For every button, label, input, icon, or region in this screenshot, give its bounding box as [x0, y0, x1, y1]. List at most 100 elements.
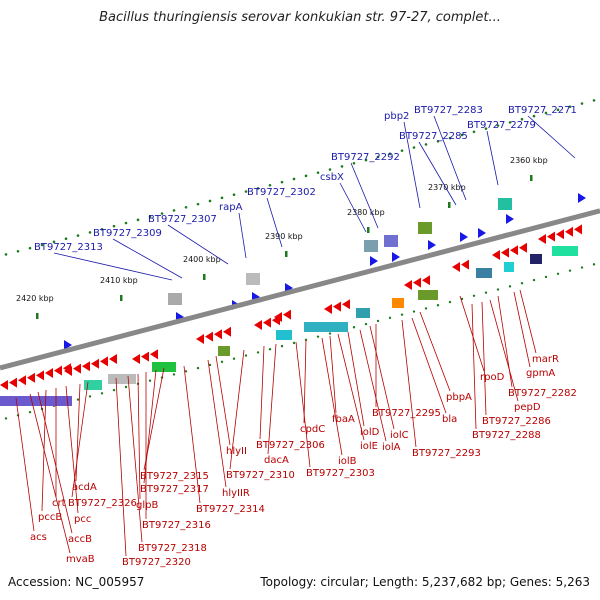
label-leader-lines: [15, 115, 576, 557]
forward-gene-arrow: [578, 193, 586, 203]
reverse-gene-arrow: [36, 370, 44, 381]
feature-block: [530, 254, 542, 264]
leader-line: [339, 182, 367, 233]
track-dot: [508, 285, 512, 288]
gene-label-above: BT9727_2271: [508, 105, 577, 116]
genome-backbone: [0, 208, 600, 371]
scale-dot: [508, 121, 512, 124]
track-dot: [556, 272, 560, 276]
gene-label-above: pbp2: [384, 111, 409, 122]
gene-label-below: BT9727_2282: [508, 388, 577, 399]
scale-dot: [196, 202, 200, 206]
reverse-gene-arrow: [205, 331, 213, 342]
track-dot: [148, 379, 152, 382]
feature-block: [152, 362, 176, 372]
scale-tick-label: 2420 kbp: [16, 294, 54, 303]
scale-tick-mark: [285, 251, 288, 257]
track-dot: [100, 392, 104, 395]
scale-tick-mark: [530, 175, 533, 181]
leader-line: [369, 325, 395, 430]
feature-block: [0, 396, 72, 406]
gene-label-below: BT9727_2306: [256, 440, 325, 451]
gene-label-below: acdA: [72, 482, 97, 493]
forward-gene-arrow: [506, 214, 514, 224]
feature-block: [168, 293, 182, 305]
track-dot: [544, 275, 548, 279]
leader-line: [489, 299, 519, 402]
scale-tick-label: 2390 kbp: [265, 232, 303, 241]
reverse-gene-arrow: [27, 372, 35, 383]
track-dot: [364, 322, 368, 326]
reverse-gene-arrow: [196, 334, 204, 344]
leader-line: [259, 345, 265, 440]
gene-label-below: hlyIIR: [222, 488, 250, 499]
leader-line: [481, 301, 487, 416]
leader-line: [411, 317, 447, 414]
reverse-gene-arrow: [510, 245, 518, 256]
scale-dot: [292, 177, 296, 181]
track-dot: [124, 385, 128, 389]
scale-dot: [328, 168, 332, 171]
gene-label-below: BT9727_2310: [226, 470, 295, 481]
gene-label-above: BT9727_2285: [399, 131, 468, 142]
scale-dot: [352, 161, 356, 165]
reverse-gene-arrow: [109, 354, 117, 364]
track-dot: [112, 388, 116, 392]
reverse-gene-arrow: [64, 366, 72, 376]
reverse-gene-arrow: [274, 312, 282, 322]
feature-block: [276, 330, 292, 340]
track-dot: [88, 395, 92, 398]
reverse-gene-arrow: [452, 262, 460, 272]
scale-dot: [268, 183, 272, 187]
gene-label-below: cpdC: [300, 424, 325, 435]
track-dot: [268, 348, 272, 351]
gene-label-below: BT9727_2303: [306, 468, 375, 479]
track-dot: [232, 357, 236, 360]
leader-line: [71, 381, 89, 498]
leader-line: [303, 339, 307, 424]
gene-label-below: iolD: [360, 427, 380, 438]
reverse-gene-arrow: [73, 363, 81, 374]
gene-label-below: BT9727_2316: [142, 520, 211, 531]
track-dot: [328, 332, 332, 335]
scale-dot: [184, 205, 188, 209]
gene-label-above: csbX: [320, 172, 344, 183]
leader-line: [127, 375, 143, 543]
track-dot: [292, 341, 296, 345]
scale-dot: [64, 237, 68, 241]
track-dot: [256, 351, 260, 354]
gene-label-below: BT9727_2286: [482, 416, 551, 427]
reverse-gene-arrow: [150, 349, 158, 360]
scale-dot: [88, 231, 92, 234]
scale-dot: [544, 111, 548, 115]
gene-label-above: BT9727_2309: [93, 228, 162, 239]
gene-label-below: marR: [532, 354, 559, 365]
track-dot: [592, 263, 596, 266]
track-dot: [580, 266, 584, 269]
genome-summary-text: Topology: circular; Length: 5,237,682 bp…: [260, 575, 590, 589]
track-dot: [352, 326, 356, 329]
forward-gene-arrow: [460, 232, 468, 242]
feature-block: [384, 235, 398, 247]
leader-line: [65, 385, 79, 514]
gene-label-below: BT9727_2315: [140, 471, 209, 482]
reverse-gene-arrow: [519, 242, 527, 253]
leader-line: [401, 319, 417, 448]
scale-tick-mark: [448, 202, 451, 208]
scale-dot: [412, 146, 416, 149]
scale-dot: [256, 187, 260, 190]
gene-label-below: BT9727_2320: [122, 557, 191, 568]
gene-label-below: pcc: [74, 514, 91, 525]
scale-dot: [376, 155, 380, 159]
leader-line: [418, 141, 457, 206]
scale-dot: [112, 224, 116, 228]
scale-ticks: 2360 kbp 2370 kbp 2380 kbp 2390 kbp 2400 kbp…: [16, 156, 548, 319]
reverse-gene-arrow: [547, 231, 555, 242]
track-dot: [76, 398, 80, 401]
leader-line: [137, 373, 141, 500]
reverse-gene-arrow: [82, 361, 90, 372]
track-dot: [220, 360, 224, 364]
leader-line: [337, 333, 365, 441]
scale-dot: [448, 136, 452, 140]
